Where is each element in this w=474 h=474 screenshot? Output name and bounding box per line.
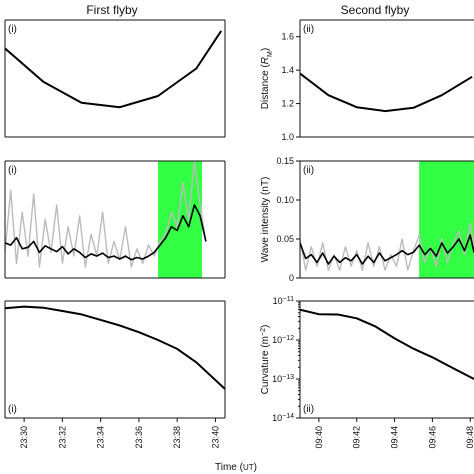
y-tick-label: 1.0 xyxy=(281,132,294,142)
x-tick-label: 23:34 xyxy=(96,426,106,449)
panel-dist1: (i) xyxy=(4,19,226,138)
header-first-flyby: First flyby xyxy=(86,3,137,17)
panel-label: (ii) xyxy=(303,24,314,35)
x-axis-label: Time (UT) xyxy=(215,462,257,473)
x-tick-label: 09:44 xyxy=(390,426,400,449)
series-line-0 xyxy=(300,308,474,380)
y-tick-label: 10−13 xyxy=(272,374,294,385)
series-line-0 xyxy=(300,222,474,271)
y-axis-label: Wave intensity (nT) xyxy=(260,177,271,263)
y-tick-label: 0.10 xyxy=(276,195,294,205)
panel-curv1: 23:30 23:32 23:34 23:36 23:38 23:40 (i) Time (U… xyxy=(4,300,257,473)
x-tick-label: 09:40 xyxy=(314,426,324,449)
y-tick-label: 0.05 xyxy=(276,234,294,244)
series-line-0 xyxy=(5,30,223,109)
series-line-1 xyxy=(5,204,207,261)
panel-label: (ii) xyxy=(303,165,314,176)
y-axis-label: Distance (RM) xyxy=(260,48,274,109)
x-tick-label: 09:48 xyxy=(465,426,474,449)
series-line-0 xyxy=(300,72,473,113)
y-tick-label: 0 xyxy=(289,273,294,283)
panel-curv2: 10−14 10−13 10−12 10−11 09:40 09:42 09:44 09:46… xyxy=(260,296,474,449)
series-line-0 xyxy=(5,305,225,390)
panel-dist2: 1.0 1.2 1.4 1.6 (ii) Distance (RM) xyxy=(260,19,474,142)
y-axis-label: Curvature (m−2) xyxy=(260,325,272,395)
x-tick-label: 23:40 xyxy=(210,426,220,449)
y-tick-label: 10−12 xyxy=(272,335,294,346)
y-tick-label: 10−14 xyxy=(272,413,294,424)
y-tick-label: 0.15 xyxy=(276,156,294,166)
series-line-1 xyxy=(300,234,474,265)
panels: (i) 1.0 1.2 1.4 1.6 (ii) Distance (RM) (i) 0 0.05… xyxy=(4,19,474,473)
x-tick-label: 23:38 xyxy=(172,426,182,449)
y-tick-label: 1.4 xyxy=(281,65,294,75)
panel-label: (i) xyxy=(8,404,17,415)
panel-label: (ii) xyxy=(303,404,314,415)
header-second-flyby: Second flyby xyxy=(341,3,410,17)
series-line-0 xyxy=(5,161,207,268)
panel-label: (i) xyxy=(8,165,17,176)
x-tick-label: 09:46 xyxy=(427,426,437,449)
x-tick-label: 23:36 xyxy=(134,426,144,449)
y-tick-label: 10−11 xyxy=(273,296,294,307)
x-tick-label: 09:42 xyxy=(352,426,362,449)
panel-label: (i) xyxy=(8,24,17,35)
x-tick-label: 23:30 xyxy=(19,426,29,449)
y-tick-label: 1.2 xyxy=(281,99,294,109)
shaded-region xyxy=(158,161,203,278)
panel-wave1: (i) xyxy=(4,160,226,279)
y-tick-label: 1.6 xyxy=(281,32,294,42)
panel-wave2: 0 0.05 0.10 0.15 (ii) Wave intensity (nT) xyxy=(260,156,474,283)
x-tick-label: 23:32 xyxy=(57,426,67,449)
